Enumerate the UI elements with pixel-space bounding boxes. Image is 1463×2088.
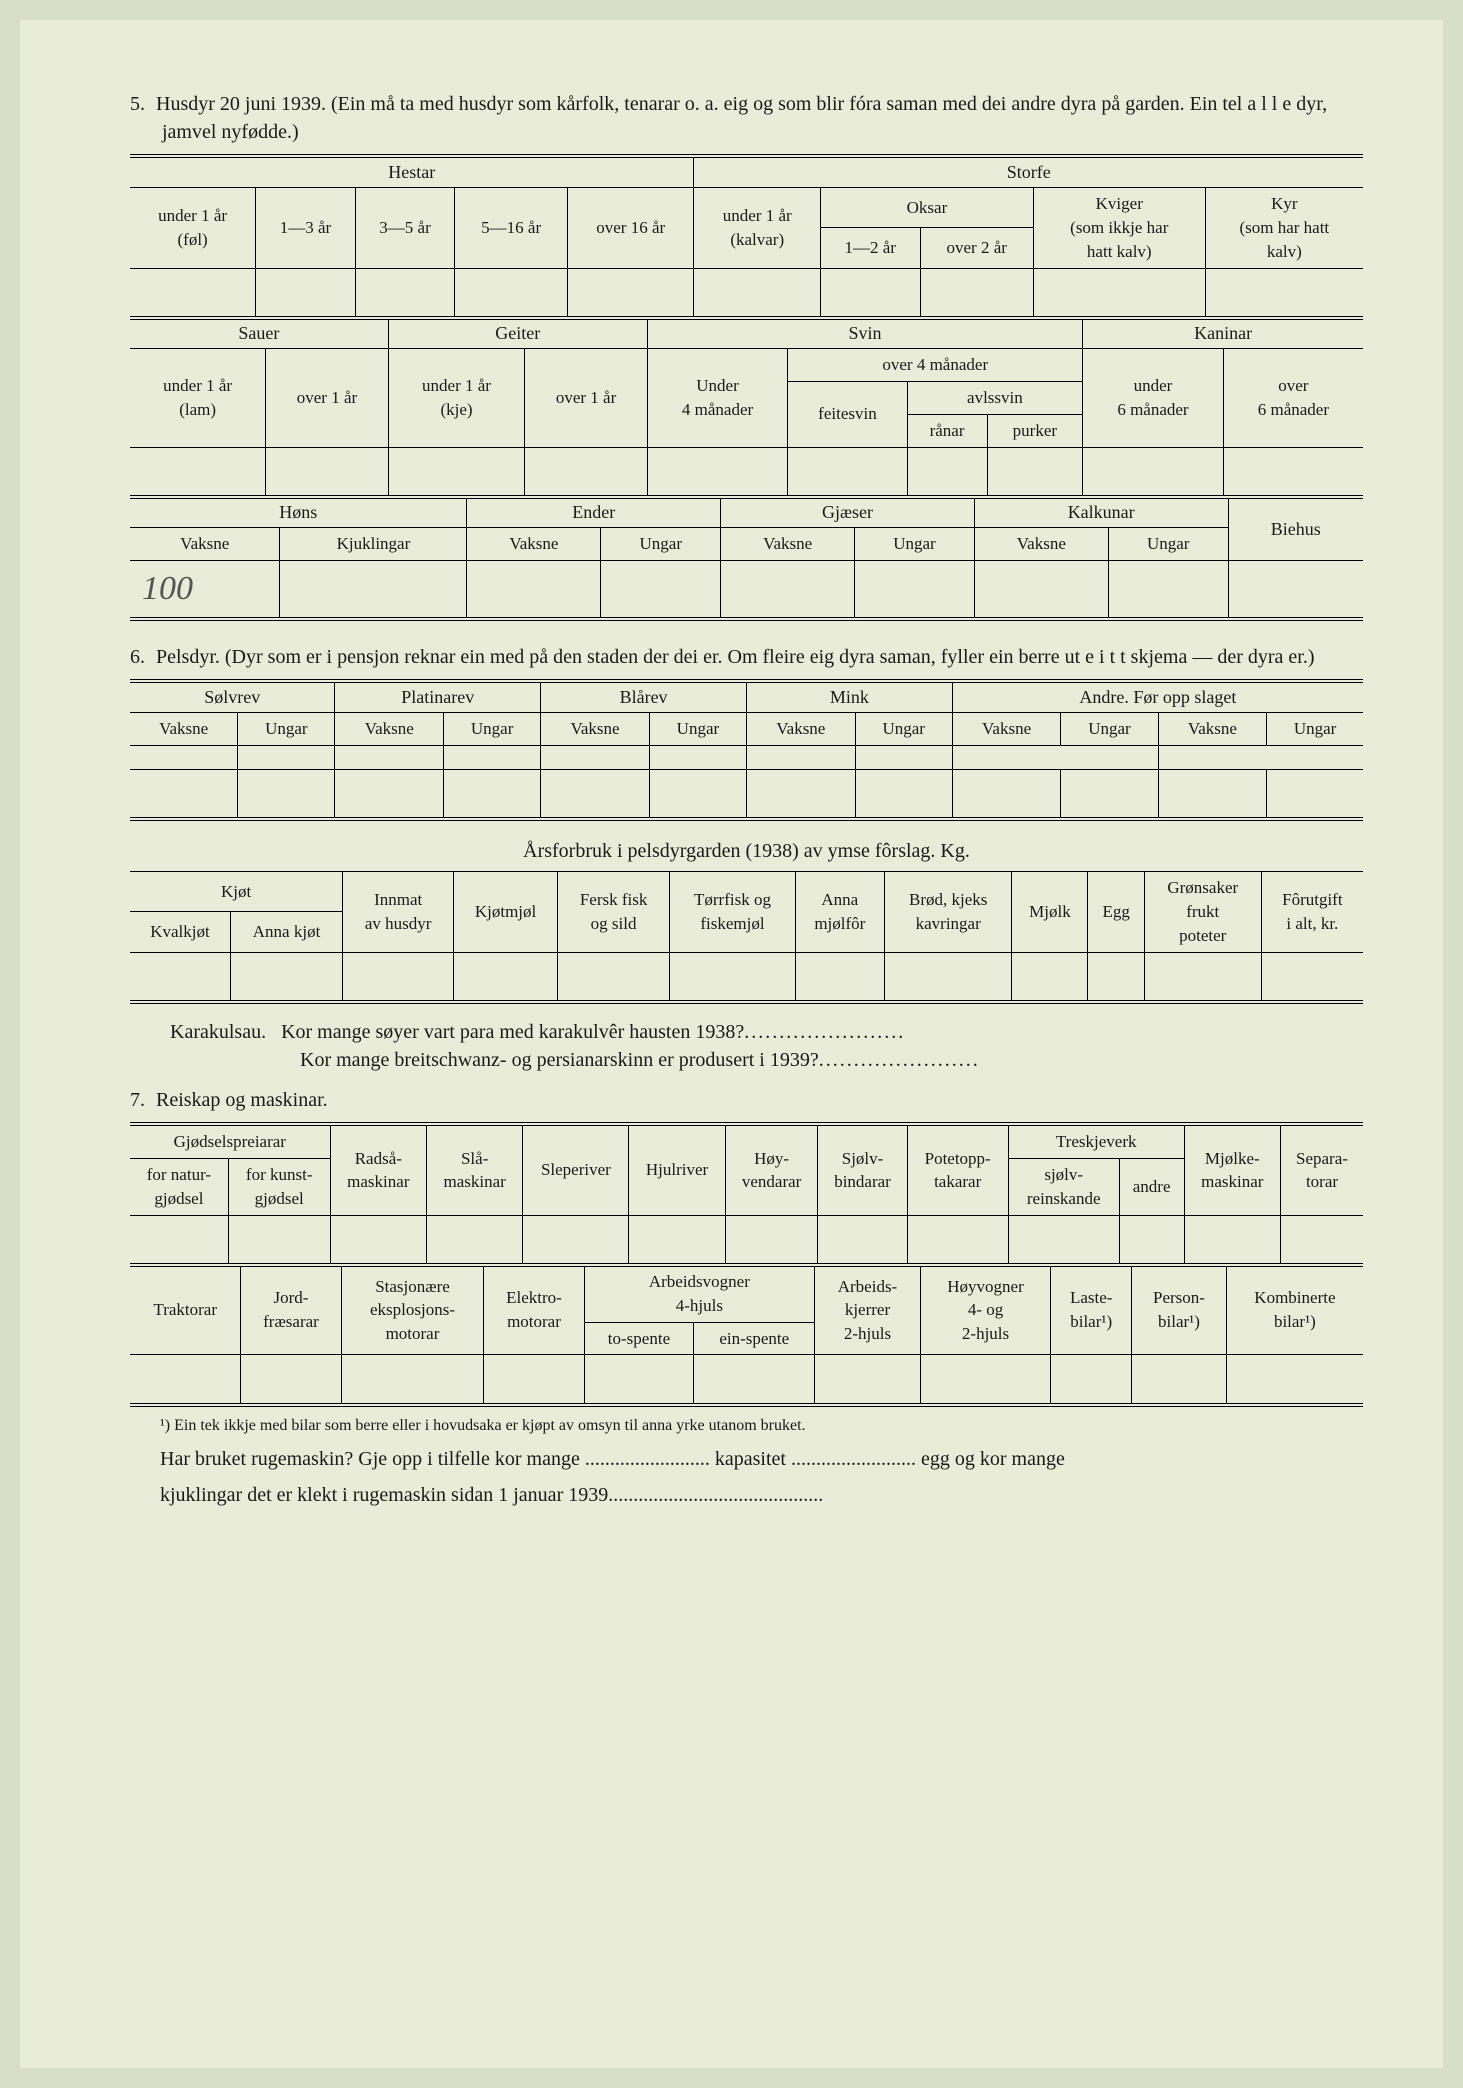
handwritten-100: 100: [130, 561, 280, 619]
scanned-form-page: 5. Husdyr 20 juni 1939. (Ein må ta med h…: [20, 20, 1443, 2068]
hdr-hons: Høns: [130, 498, 467, 528]
col-sau-over1: over 1 år: [266, 349, 388, 447]
hdr-arbeidsvogner: Arbeidsvogner4-hjuls: [584, 1266, 815, 1322]
hdr-ender: Ender: [467, 498, 721, 528]
col-oksar-over2: over 2 år: [920, 228, 1033, 268]
col-kje: under 1 år(kje): [388, 349, 525, 447]
col-kviger: Kviger(som ikkje harhatt kalv): [1033, 188, 1205, 268]
hdr-treskje: Treskjeverk: [1008, 1124, 1184, 1158]
col-avlssvin: avlssvin: [907, 382, 1083, 415]
hdr-gjodsel: Gjødselspreiarar: [130, 1124, 330, 1158]
col-3-5: 3—5 år: [355, 188, 455, 268]
section5-heading: 5. Husdyr 20 juni 1939. (Ein må ta med h…: [130, 90, 1363, 146]
table-pelsdyr: Sølvrev Platinarev Blårev Mink Andre. Fø…: [130, 679, 1363, 821]
section5-title: Husdyr 20 juni 1939. (Ein må ta med husd…: [156, 93, 1327, 143]
hdr-kjot: Kjøt: [130, 872, 343, 912]
col-ranar: rånar: [907, 414, 987, 447]
hdr-kalkunar: Kalkunar: [974, 498, 1228, 528]
col-5-16: 5—16 år: [455, 188, 568, 268]
hdr-mink: Mink: [746, 681, 952, 713]
col-kan-u6: under6 månader: [1083, 349, 1224, 447]
karakul-label: Karakulsau.: [170, 1021, 266, 1043]
col-svin-under4: Under4 månader: [647, 349, 788, 447]
karakul-block: Karakulsau. Kor mange søyer vart para me…: [170, 1018, 1363, 1074]
hdr-svin: Svin: [647, 319, 1082, 349]
col-svin-over4: over 4 månader: [788, 349, 1083, 382]
table-reiskap-b: Traktorar Jord-fræsarar Stasjonæreeksplo…: [130, 1266, 1363, 1407]
karakul-q2: Kor mange breitschwanz- og persianarskin…: [300, 1049, 819, 1071]
col-1-3: 1—3 år: [256, 188, 356, 268]
table-poultry: Høns Ender Gjæser Kalkunar Biehus Vaksne…: [130, 498, 1363, 621]
hdr-kaninar: Kaninar: [1083, 319, 1363, 349]
hdr-solvrev: Sølvrev: [130, 681, 335, 713]
hdr-sauer: Sauer: [130, 319, 388, 349]
hdr-biehus: Biehus: [1228, 498, 1363, 560]
section7-num: 7.: [130, 1089, 145, 1111]
c-gj-vaksne: Vaksne: [721, 528, 855, 561]
hdr-platinarev: Platinarev: [335, 681, 541, 713]
hdr-geiter: Geiter: [388, 319, 647, 349]
col-fol: under 1 år(føl): [130, 188, 256, 268]
t6b-caption: Årsforbruk i pelsdyrgarden (1938) av yms…: [130, 837, 1363, 865]
hdr-gjaeser: Gjæser: [721, 498, 975, 528]
col-over16: over 16 år: [567, 188, 694, 268]
section5-num: 5.: [130, 93, 145, 115]
table-arsforbruk: Kjøt Innmatav husdyr Kjøtmjøl Fersk fisk…: [130, 871, 1363, 1004]
table-sauer-geiter-svin-kaninar: Sauer Geiter Svin Kaninar under 1 år(lam…: [130, 319, 1363, 499]
hdr-andre: Andre. Før opp slaget: [952, 681, 1363, 713]
section6-num: 6.: [130, 646, 145, 668]
c-gj-ungar: Ungar: [855, 528, 975, 561]
hdr-storfe: Storfe: [694, 156, 1363, 188]
hdr-hestar: Hestar: [130, 156, 694, 188]
rugemaskin-q2: kjuklingar det er klekt i rugemaskin sid…: [160, 1481, 1363, 1509]
col-geit-over1: over 1 år: [525, 349, 647, 447]
col-kan-o6: over6 månader: [1223, 349, 1363, 447]
c-end-ungar: Ungar: [601, 528, 721, 561]
table-hestar-storfe: Hestar Storfe under 1 år(føl) 1—3 år 3—5…: [130, 154, 1363, 320]
karakul-q1: Kor mange søyer vart para med karakulvêr…: [281, 1021, 744, 1043]
c-end-vaksne: Vaksne: [467, 528, 601, 561]
col-feitesvin: feitesvin: [788, 382, 907, 448]
hdr-blarev: Blårev: [541, 681, 747, 713]
c-kal-ungar: Ungar: [1108, 528, 1228, 561]
rugemaskin-q1: Har bruket rugemaskin? Gje opp i tilfell…: [160, 1445, 1363, 1473]
col-kalvar: under 1 år(kalvar): [694, 188, 821, 268]
col-oksar-1-2: 1—2 år: [820, 228, 920, 268]
col-kyr: Kyr(som har hattkalv): [1205, 188, 1363, 268]
section6-title: Pelsdyr. (Dyr som er i pensjon reknar ei…: [156, 646, 1315, 668]
col-purker: purker: [987, 414, 1083, 447]
section7-heading: 7. Reiskap og maskinar.: [130, 1086, 1363, 1114]
col-oksar: Oksar: [820, 188, 1033, 228]
section7-title: Reiskap og maskinar.: [156, 1089, 328, 1111]
col-annakjot: Anna kjøt: [230, 912, 342, 952]
section6-heading: 6. Pelsdyr. (Dyr som er i pensjon reknar…: [130, 643, 1363, 671]
c-hons-kjuk: Kjuklingar: [280, 528, 467, 561]
col-kvalkjot: Kvalkjøt: [130, 912, 230, 952]
c-hons-vaksne: Vaksne: [130, 528, 280, 561]
table-reiskap-a: Gjødselspreiarar Radså-maskinar Slå-mask…: [130, 1122, 1363, 1267]
c-kal-vaksne: Vaksne: [974, 528, 1108, 561]
footnote-1: ¹) Ein tek ikkje med bilar som berre ell…: [160, 1415, 1363, 1437]
col-lam: under 1 år(lam): [130, 349, 266, 447]
